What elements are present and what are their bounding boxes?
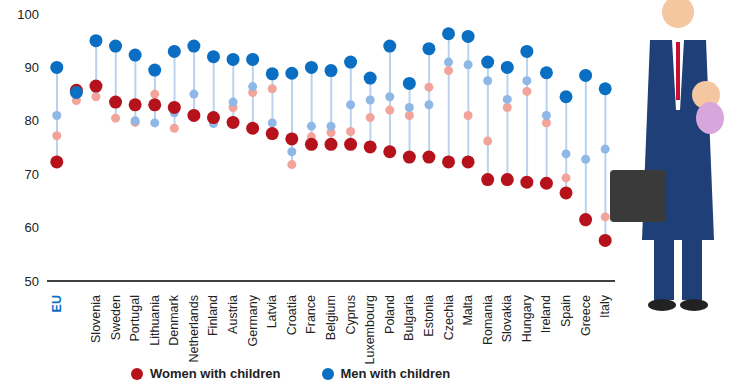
svg-text:Estonia: Estonia	[422, 295, 436, 337]
svg-text:Slovakia: Slovakia	[500, 295, 514, 342]
svg-text:Hungary: Hungary	[520, 294, 534, 342]
svg-text:70: 70	[25, 167, 39, 182]
svg-text:Romania: Romania	[481, 295, 495, 345]
svg-text:France: France	[304, 295, 318, 334]
svg-text:Finland: Finland	[206, 295, 220, 336]
svg-text:Cyprus: Cyprus	[344, 295, 358, 335]
svg-text:Croatia: Croatia	[285, 295, 299, 335]
svg-text:Greece: Greece	[579, 295, 593, 336]
svg-text:Slovenia: Slovenia	[89, 295, 103, 343]
svg-text:90: 90	[25, 60, 39, 75]
svg-text:80: 80	[25, 113, 39, 128]
svg-text:50: 50	[25, 274, 39, 289]
svg-text:Sweden: Sweden	[109, 295, 123, 340]
svg-text:Poland: Poland	[383, 295, 397, 334]
svg-text:Malta: Malta	[461, 295, 475, 326]
svg-text:Belgium: Belgium	[324, 295, 338, 340]
svg-text:Spain: Spain	[559, 295, 573, 327]
svg-text:Bulgaria: Bulgaria	[402, 295, 416, 341]
svg-text:Latvia: Latvia	[265, 295, 279, 328]
html-text:Women with children: Women with children	[150, 366, 281, 381]
svg-text:60: 60	[25, 220, 39, 235]
svg-text:Lithuania: Lithuania	[148, 295, 162, 346]
svg-text:EU: EU	[50, 295, 64, 312]
svg-text:100: 100	[17, 7, 39, 22]
svg-text:Austria: Austria	[226, 295, 240, 334]
html-text:Men with children: Men with children	[340, 366, 451, 381]
svg-text:Portugal: Portugal	[128, 295, 142, 342]
svg-text:Ireland: Ireland	[539, 295, 553, 333]
svg-text:Luxembourg: Luxembourg	[363, 295, 377, 365]
svg-text:Germany: Germany	[246, 294, 260, 346]
svg-text:Italy: Italy	[598, 294, 612, 318]
svg-text:Netherlands: Netherlands	[187, 295, 201, 362]
svg-text:Denmark: Denmark	[167, 294, 181, 345]
svg-text:Czechia: Czechia	[442, 295, 456, 340]
